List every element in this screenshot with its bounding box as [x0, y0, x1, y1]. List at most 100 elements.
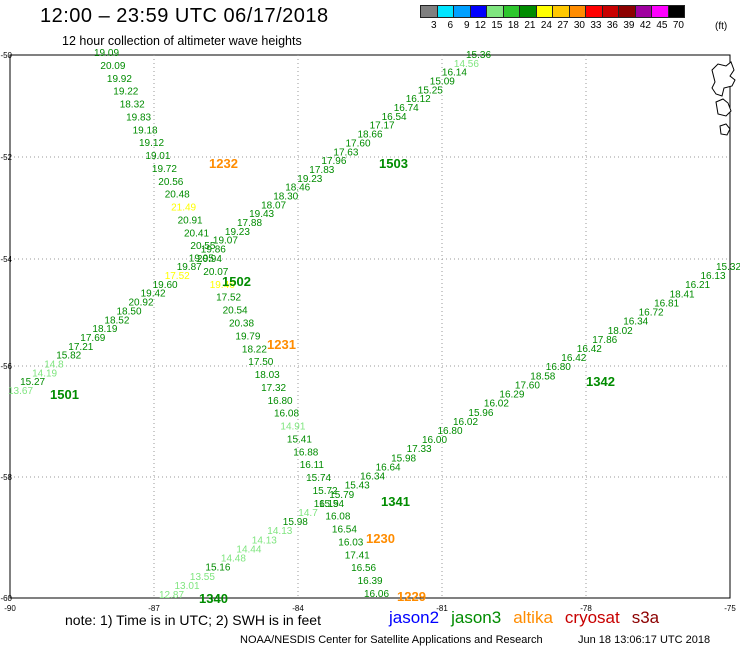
- pass-time-label: 1501: [50, 387, 79, 402]
- wave-height-label: 16.88: [293, 447, 318, 458]
- wave-height-label: 15.79: [329, 490, 354, 501]
- wave-height-label: 20.54: [223, 306, 248, 317]
- pass-time-labels: 1232 1503 1502 1231 1501 1342 1341 1230 1340 1229: [50, 156, 615, 606]
- map-title: 12:00 – 23:59 UTC 06/17/2018: [40, 5, 329, 27]
- wave-height-label: 14.56: [454, 59, 479, 70]
- color-legend-label: 30: [573, 20, 585, 31]
- wave-height-label: 16.42: [561, 353, 586, 364]
- lat-tick-label: -54: [0, 255, 12, 264]
- wave-height-label: 18.22: [242, 344, 267, 355]
- color-legend-label: 9: [463, 20, 470, 31]
- wave-height-label: 16.80: [546, 362, 571, 373]
- wave-height-label: 14.13: [267, 526, 292, 537]
- color-legend-labels: 3 6 9 12 15 18 21 24 27 30 33 36 39 42 45 70: [420, 18, 684, 31]
- wave-height-label: 17.83: [309, 165, 334, 176]
- wave-height-label: 19.60: [153, 280, 178, 291]
- wave-height-label: 16.81: [654, 298, 679, 309]
- wave-height-label: 17.50: [248, 357, 273, 368]
- satellite-legend-jason3: jason3: [451, 608, 502, 627]
- wave-height-label: 17.17: [370, 121, 395, 132]
- wave-height-label: 19.92: [107, 74, 132, 85]
- pass-time-label: 1503: [379, 156, 408, 171]
- wave-height-label: 16.80: [268, 396, 293, 407]
- land-outline-3: [719, 123, 731, 136]
- wave-height-label: 21.49: [171, 203, 196, 214]
- wave-height-label: 15.25: [418, 85, 443, 96]
- map-grid: [10, 55, 730, 598]
- color-legend-unit: (ft): [715, 21, 728, 32]
- wave-height-label: 17.86: [592, 335, 617, 346]
- pass-time-label: 1232: [209, 156, 238, 171]
- wave-height-label: 15.32: [716, 262, 740, 273]
- color-legend-label: 33: [590, 20, 602, 31]
- color-legend-label: 45: [656, 20, 668, 31]
- color-legend-label: 15: [491, 20, 503, 31]
- wave-height-label: 16.08: [325, 512, 350, 523]
- color-legend: 3 6 9 12 15 18 21 24 27 30 33 36 39 42 45 70 (ft): [420, 5, 727, 32]
- wave-height-label: 20.38: [229, 319, 254, 330]
- wave-height-label: 16.34: [360, 472, 385, 483]
- wave-height-label: 16.80: [438, 426, 463, 437]
- wave-height-label: 17.60: [346, 138, 371, 149]
- wave-height-label: 18.03: [255, 370, 280, 381]
- wave-height-label: 20.07: [203, 267, 228, 278]
- wave-height-label: 16.03: [338, 538, 363, 549]
- satellite-legend: jason2 jason3 altika cryosat s3a: [389, 608, 671, 628]
- jason3-pass-lower: 12.8713.0113.5515.1614.4814.4414.1314.13…: [159, 262, 740, 601]
- wave-height-label: 13.67: [8, 386, 33, 397]
- land-outline-1: [711, 61, 736, 97]
- wave-height-label: 19.42: [141, 289, 166, 300]
- wave-height-label: 16.39: [358, 576, 383, 587]
- wave-height-label: 16.54: [382, 112, 407, 123]
- wave-height-label: 16.21: [685, 280, 710, 291]
- color-legend-label: 36: [606, 20, 618, 31]
- wave-height-label: 19.01: [145, 151, 170, 162]
- wave-height-label: 18.30: [273, 192, 298, 203]
- wave-height-label: 18.32: [120, 100, 145, 111]
- color-legend-label: 21: [524, 20, 536, 31]
- lon-tick-label: -81: [436, 604, 448, 613]
- wave-height-label: 13.55: [190, 572, 215, 583]
- wave-height-label: 20.56: [158, 177, 183, 188]
- wave-height-label: 17.88: [237, 218, 262, 229]
- map-subtitle: 12 hour collection of altimeter wave hei…: [62, 34, 302, 48]
- wave-height-label: 14.19: [32, 368, 57, 379]
- wave-height-label: 20.91: [178, 216, 203, 227]
- wave-height-label: 18.41: [670, 289, 695, 300]
- wave-height-label: 16.12: [406, 94, 431, 105]
- pass-time-label: 1341: [381, 494, 410, 509]
- wave-height-label: 18.07: [261, 200, 286, 211]
- wave-height-label: 17.96: [321, 156, 346, 167]
- wave-height-label: 19.09: [94, 48, 119, 59]
- jason3-pass-upper: 13.6715.2714.1914.815.8217.2117.6918.191…: [8, 50, 491, 397]
- wave-height-label: 14.91: [280, 422, 305, 433]
- wave-height-label: 16.02: [484, 399, 509, 410]
- color-legend-label: 24: [540, 20, 552, 31]
- pass-time-label: 1340: [199, 591, 228, 606]
- color-legend-label: 18: [507, 20, 519, 31]
- wave-height-label: 17.60: [515, 380, 540, 391]
- pass-time-label: 1230: [366, 531, 395, 546]
- wave-height-label: 15.54: [319, 499, 344, 510]
- wave-height-label: 19.18: [133, 125, 158, 136]
- wave-height-label: 16.42: [577, 344, 602, 355]
- wave-height-label: 15.96: [468, 408, 493, 419]
- color-legend-label: 42: [639, 20, 651, 31]
- wave-height-label: 20.41: [184, 228, 209, 239]
- lon-tick-label: -90: [4, 604, 16, 613]
- wave-height-label: 16.02: [453, 417, 478, 428]
- color-legend-label: 6: [447, 20, 453, 31]
- wave-height-label: 17.32: [261, 383, 286, 394]
- wave-height-label: 14.44: [236, 544, 261, 555]
- wave-height-label: 19.22: [113, 87, 138, 98]
- wave-height-label: 15.16: [205, 563, 230, 574]
- color-legend-label: 12: [474, 20, 486, 31]
- wave-height-label: 15.27: [20, 377, 45, 388]
- wave-height-label: 17.41: [345, 550, 370, 561]
- wave-height-label: 15.36: [466, 50, 491, 61]
- wave-height-label: 18.19: [92, 324, 117, 335]
- wave-height-label: 16.14: [442, 68, 467, 79]
